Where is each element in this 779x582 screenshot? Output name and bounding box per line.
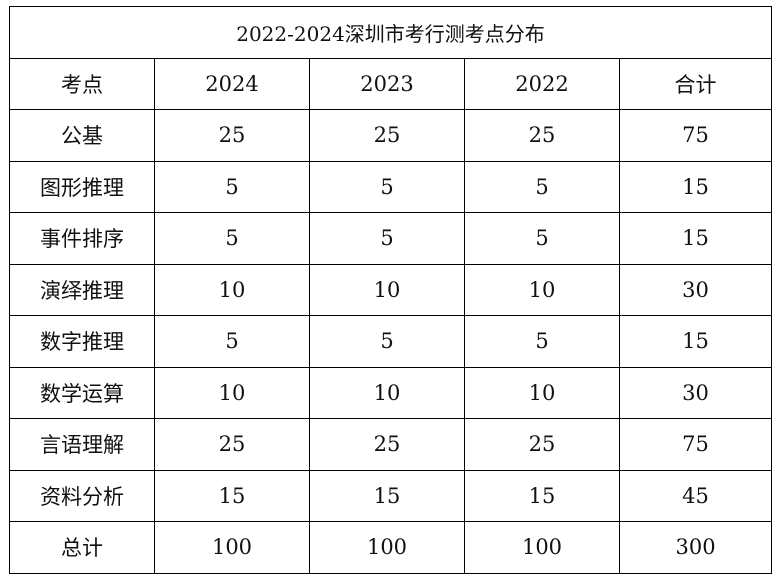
- row-label: 资料分析: [9, 469, 155, 522]
- header-2023: 2023: [309, 57, 465, 110]
- row-label: 数学运算: [9, 366, 155, 419]
- table-row: 图形推理 5 5 5 15: [9, 160, 773, 213]
- table-cell: 5: [154, 160, 310, 213]
- table-cell: 300: [618, 521, 773, 574]
- header-2024: 2024: [154, 57, 310, 110]
- table-cell: 45: [618, 469, 773, 522]
- header-2022: 2022: [464, 57, 620, 110]
- table-cell: 5: [464, 212, 620, 265]
- header-total: 合计: [618, 57, 773, 110]
- table-cell: 10: [309, 263, 465, 316]
- table-cell: 10: [309, 366, 465, 419]
- table-cell: 15: [309, 469, 465, 522]
- table-row: 数学运算 10 10 10 30: [9, 366, 773, 419]
- table-cell: 25: [309, 418, 465, 471]
- table-cell: 100: [154, 521, 310, 574]
- table-cell: 100: [464, 521, 620, 574]
- table-cell: 15: [618, 160, 773, 213]
- table-cell: 30: [618, 366, 773, 419]
- table-row: 公基 25 25 25 75: [9, 109, 773, 162]
- table-cell: 5: [154, 212, 310, 265]
- table-cell: 15: [154, 469, 310, 522]
- table-cell: 25: [154, 109, 310, 162]
- row-label: 事件排序: [9, 212, 155, 265]
- table-cell: 30: [618, 263, 773, 316]
- table-body: 2022-2024深圳市考行测考点分布 考点 2024 2023 2022 合计…: [8, 6, 773, 574]
- table-cell: 10: [154, 263, 310, 316]
- row-label: 图形推理: [9, 160, 155, 213]
- row-label: 演绎推理: [9, 263, 155, 316]
- table-title: 2022-2024深圳市考行测考点分布: [8, 6, 773, 59]
- exam-topic-table: 2022-2024深圳市考行测考点分布 考点 2024 2023 2022 合计…: [8, 6, 773, 574]
- header-row: 考点 2024 2023 2022 合计: [9, 57, 773, 110]
- table-cell: 75: [618, 418, 773, 471]
- table-cell: 5: [309, 160, 465, 213]
- table-cell: 100: [309, 521, 465, 574]
- table-cell: 5: [464, 315, 620, 368]
- table-cell: 5: [309, 212, 465, 265]
- table-cell: 10: [464, 263, 620, 316]
- table-cell: 25: [464, 109, 620, 162]
- table-row: 事件排序 5 5 5 15: [9, 212, 773, 265]
- row-label: 公基: [9, 109, 155, 162]
- title-row: 2022-2024深圳市考行测考点分布: [8, 6, 773, 59]
- row-label: 言语理解: [9, 418, 155, 471]
- table-cell: 5: [154, 315, 310, 368]
- table-row: 总计 100 100 100 300: [9, 521, 773, 574]
- table-cell: 25: [309, 109, 465, 162]
- table-cell: 15: [618, 212, 773, 265]
- table-row: 资料分析 15 15 15 45: [9, 469, 773, 522]
- row-label: 总计: [9, 521, 155, 574]
- header-topic: 考点: [9, 57, 155, 110]
- table-cell: 10: [154, 366, 310, 419]
- table-cell: 10: [464, 366, 620, 419]
- row-label: 数字推理: [9, 315, 155, 368]
- table-cell: 5: [464, 160, 620, 213]
- table-cell: 25: [154, 418, 310, 471]
- table-cell: 15: [464, 469, 620, 522]
- table-row: 数字推理 5 5 5 15: [9, 315, 773, 368]
- table-cell: 15: [618, 315, 773, 368]
- table-cell: 5: [309, 315, 465, 368]
- table-row: 言语理解 25 25 25 75: [9, 418, 773, 471]
- table-cell: 25: [464, 418, 620, 471]
- table-cell: 75: [618, 109, 773, 162]
- table-row: 演绎推理 10 10 10 30: [9, 263, 773, 316]
